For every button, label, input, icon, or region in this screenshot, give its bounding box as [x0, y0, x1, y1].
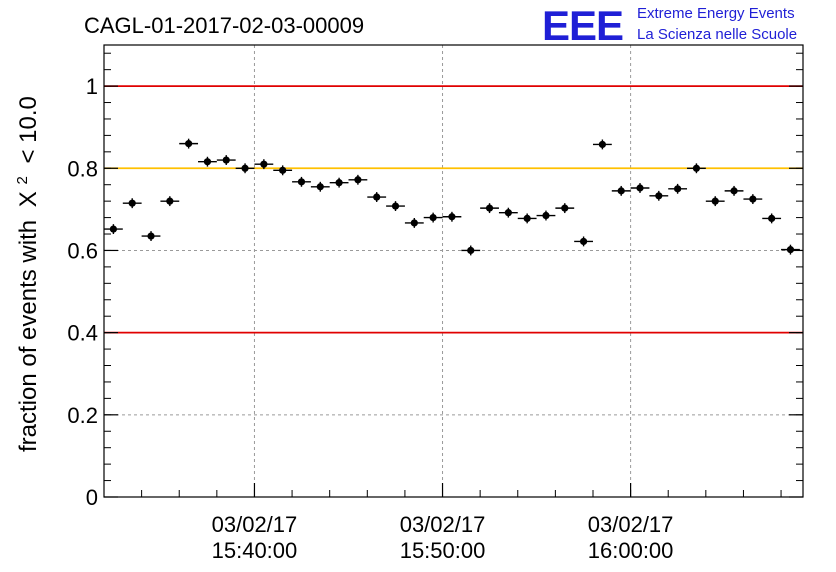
data-point	[335, 179, 343, 187]
x-tick-date: 03/02/17	[400, 512, 486, 537]
data-point	[730, 187, 738, 195]
data-point	[768, 214, 776, 223]
data-point	[674, 185, 682, 193]
y-axis-label-prefix: fraction of events with	[15, 220, 42, 452]
y-tick-label: 0	[86, 485, 98, 510]
logo-line-2: La Scienza nelle Scuole	[637, 26, 797, 43]
x-tick-time: 15:40:00	[212, 538, 298, 563]
data-point	[485, 204, 494, 212]
data-point	[185, 140, 193, 148]
data-point	[448, 213, 456, 221]
data-points	[104, 138, 800, 256]
data-point	[467, 246, 475, 255]
data-point	[109, 225, 118, 233]
data-point	[542, 211, 550, 220]
x-tick-time: 15:50:00	[400, 538, 486, 563]
data-point	[241, 164, 249, 172]
data-point	[260, 160, 268, 168]
y-axis-label-suffix: < 10.0	[15, 96, 42, 163]
data-point	[297, 178, 306, 186]
data-point	[504, 209, 512, 217]
y-tick-label: 0.6	[67, 238, 98, 263]
data-point	[749, 195, 757, 203]
data-point	[373, 193, 381, 201]
y-axis-label: fraction of events with X 2 < 10.0	[6, 96, 42, 452]
data-point	[166, 197, 174, 205]
grid	[104, 45, 803, 497]
x-tick-time: 16:00:00	[588, 538, 674, 563]
plot-frame	[103, 44, 804, 498]
data-point	[617, 187, 625, 195]
data-point	[410, 219, 418, 227]
data-point	[692, 164, 701, 172]
logo-letters: EEE	[542, 2, 623, 49]
chart-title: CAGL-01-2017-02-03-00009	[84, 13, 364, 38]
y-axis-label-sup: 2	[14, 176, 31, 184]
data-point	[354, 176, 362, 184]
y-tick-label: 1	[86, 74, 98, 99]
data-point	[391, 202, 400, 210]
y-axis-label-symbol: X	[15, 191, 42, 207]
data-point	[786, 246, 795, 254]
y-tick-label: 0.2	[67, 403, 98, 428]
y-tick-label: 0.8	[67, 156, 98, 181]
x-tick-date: 03/02/17	[212, 512, 298, 537]
data-point	[598, 140, 606, 149]
data-point	[128, 199, 136, 207]
data-point	[655, 192, 663, 200]
data-point	[636, 184, 644, 192]
data-point	[279, 166, 287, 174]
x-tick-date: 03/02/17	[588, 512, 674, 537]
data-point	[147, 232, 155, 240]
data-point	[711, 197, 719, 205]
data-point	[429, 213, 437, 222]
reference-lines	[104, 85, 803, 334]
data-point	[523, 214, 531, 223]
data-point	[579, 237, 588, 246]
axes: 00.20.40.60.8103/02/1715:40:0003/02/1715…	[67, 52, 803, 563]
eee-logo: EEE Extreme Energy Events La Scienza nel…	[542, 2, 797, 49]
data-point	[316, 183, 324, 191]
data-point	[561, 204, 569, 212]
data-point	[222, 156, 230, 164]
logo-line-1: Extreme Energy Events	[637, 5, 795, 22]
data-point	[203, 158, 212, 166]
y-tick-label: 0.4	[67, 321, 98, 346]
